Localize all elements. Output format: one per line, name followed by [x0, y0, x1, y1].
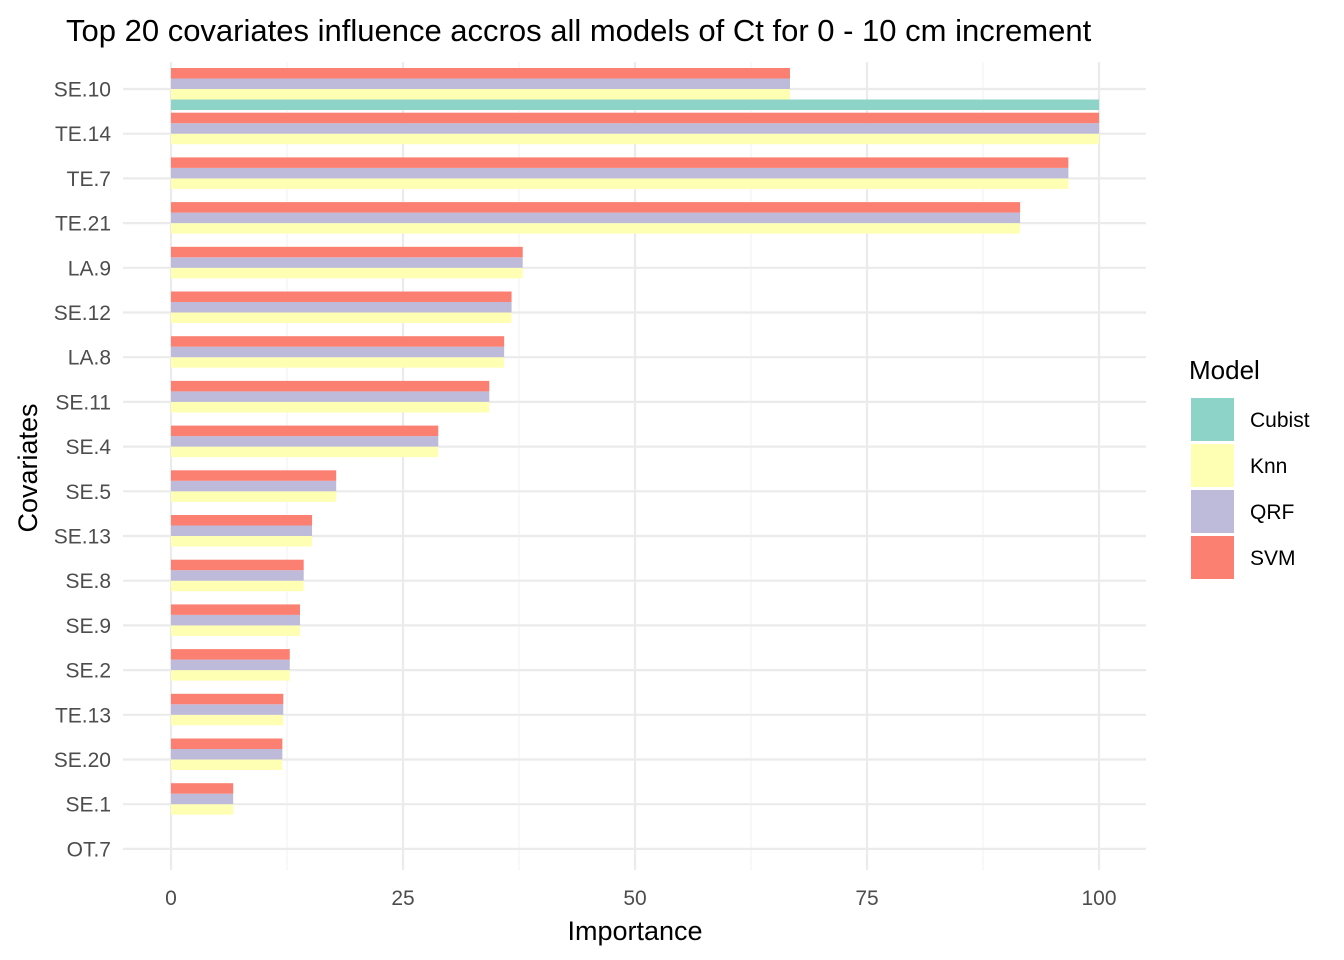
bar-svm-se-20: [171, 738, 283, 749]
legend-label-knn: Knn: [1250, 455, 1287, 478]
bar-qrf-se-5: [171, 480, 337, 492]
legend: Model Cubist Knn QRF SVM: [1189, 355, 1310, 579]
y-tick-label: TE.7: [67, 168, 111, 191]
legend-title: Model: [1189, 355, 1260, 385]
legend-key-qrf: [1191, 490, 1234, 533]
x-tick-label: 25: [391, 887, 414, 910]
bar-svm-se-13: [171, 515, 313, 526]
x-tick-label: 50: [623, 887, 646, 910]
bar-svm-se-10: [171, 68, 790, 79]
bar-svm-se-1: [171, 783, 234, 794]
bar-qrf-te-7: [171, 167, 1069, 179]
bar-qrf-la-9: [171, 257, 523, 268]
y-tick-label: SE.4: [65, 436, 111, 459]
bar-svm-se-9: [171, 604, 300, 615]
bars-layer: [171, 68, 1099, 815]
bar-qrf-se-11: [171, 391, 490, 402]
bar-knn-te-21: [171, 223, 1021, 234]
y-tick-label: TE.13: [55, 704, 111, 727]
y-tick-label: SE.12: [54, 302, 111, 325]
bar-knn-se-1: [171, 804, 234, 815]
bar-qrf-se-13: [171, 525, 313, 536]
bar-svm-te-21: [171, 202, 1021, 213]
chart-title: Top 20 covariates influence accros all m…: [66, 13, 1092, 48]
legend-label-svm: SVM: [1250, 547, 1296, 570]
bar-qrf-se-10: [171, 78, 790, 89]
bar-svm-te-13: [171, 693, 284, 705]
bar-qrf-la-8: [171, 346, 505, 358]
y-tick-label: SE.11: [55, 391, 111, 414]
bar-qrf-se-2: [171, 659, 290, 671]
bar-svm-se-4: [171, 425, 439, 437]
legend-label-cubist: Cubist: [1250, 409, 1310, 432]
bar-knn-te-14: [171, 133, 1099, 145]
bar-qrf-se-9: [171, 614, 300, 626]
x-tick-label: 75: [855, 887, 878, 910]
legend-key-knn: [1191, 444, 1234, 487]
legend-label-qrf: QRF: [1250, 501, 1294, 524]
bar-knn-se-8: [171, 580, 304, 592]
y-tick-label: SE.1: [65, 794, 111, 817]
bar-qrf-te-21: [171, 212, 1021, 224]
y-tick-label: SE.9: [65, 615, 111, 638]
bar-svm-la-9: [171, 246, 523, 258]
bar-svm-la-8: [171, 336, 505, 347]
bar-knn-se-9: [171, 625, 300, 636]
bar-knn-se-13: [171, 536, 313, 547]
bar-qrf-te-14: [171, 123, 1099, 134]
bar-knn-te-7: [171, 178, 1069, 189]
y-tick-label: SE.13: [54, 526, 111, 549]
bar-knn-te-13: [171, 714, 284, 726]
y-tick-label: TE.21: [55, 213, 111, 236]
bar-svm-se-12: [171, 291, 512, 302]
bar-knn-la-8: [171, 357, 505, 368]
bar-knn-se-12: [171, 312, 512, 323]
y-tick-label: OT.7: [67, 838, 111, 861]
bar-svm-se-8: [171, 559, 304, 571]
legend-key-svm: [1191, 536, 1234, 579]
bar-svm-se-5: [171, 470, 337, 481]
bar-qrf-se-1: [171, 793, 234, 805]
bar-qrf-se-8: [171, 570, 304, 581]
bar-knn-se-20: [171, 759, 283, 770]
bar-svm-te-7: [171, 157, 1069, 168]
y-tick-label: SE.8: [65, 570, 111, 593]
bar-cubist-se-10: [171, 99, 1099, 110]
bar-svm-se-11: [171, 380, 490, 392]
legend-key-cubist: [1191, 398, 1234, 441]
y-tick-label: LA.8: [68, 347, 111, 370]
y-axis-title: Covariates: [13, 403, 43, 532]
x-tick-label: 100: [1081, 887, 1116, 910]
ticks-layer: SE.10TE.14TE.7TE.21LA.9SE.12LA.8SE.11SE.…: [54, 79, 1117, 911]
y-tick-label: TE.14: [55, 123, 111, 146]
y-tick-label: SE.10: [54, 79, 111, 102]
y-tick-label: LA.9: [68, 257, 111, 280]
y-tick-label: SE.2: [65, 660, 111, 683]
bar-knn-se-4: [171, 446, 439, 458]
bar-knn-se-10: [171, 89, 790, 100]
bar-knn-se-5: [171, 491, 337, 502]
y-tick-label: SE.20: [54, 749, 111, 772]
bar-qrf-se-12: [171, 302, 512, 313]
x-axis-title: Importance: [567, 916, 702, 946]
bar-svm-te-14: [171, 112, 1099, 124]
bar-knn-se-11: [171, 401, 490, 413]
bar-knn-se-2: [171, 670, 290, 681]
bar-knn-la-9: [171, 267, 523, 279]
x-tick-label: 0: [165, 887, 177, 910]
y-tick-label: SE.5: [65, 481, 111, 504]
bar-qrf-se-4: [171, 436, 439, 447]
bar-qrf-se-20: [171, 749, 283, 760]
bar-qrf-te-13: [171, 704, 284, 715]
bar-svm-se-2: [171, 649, 290, 660]
